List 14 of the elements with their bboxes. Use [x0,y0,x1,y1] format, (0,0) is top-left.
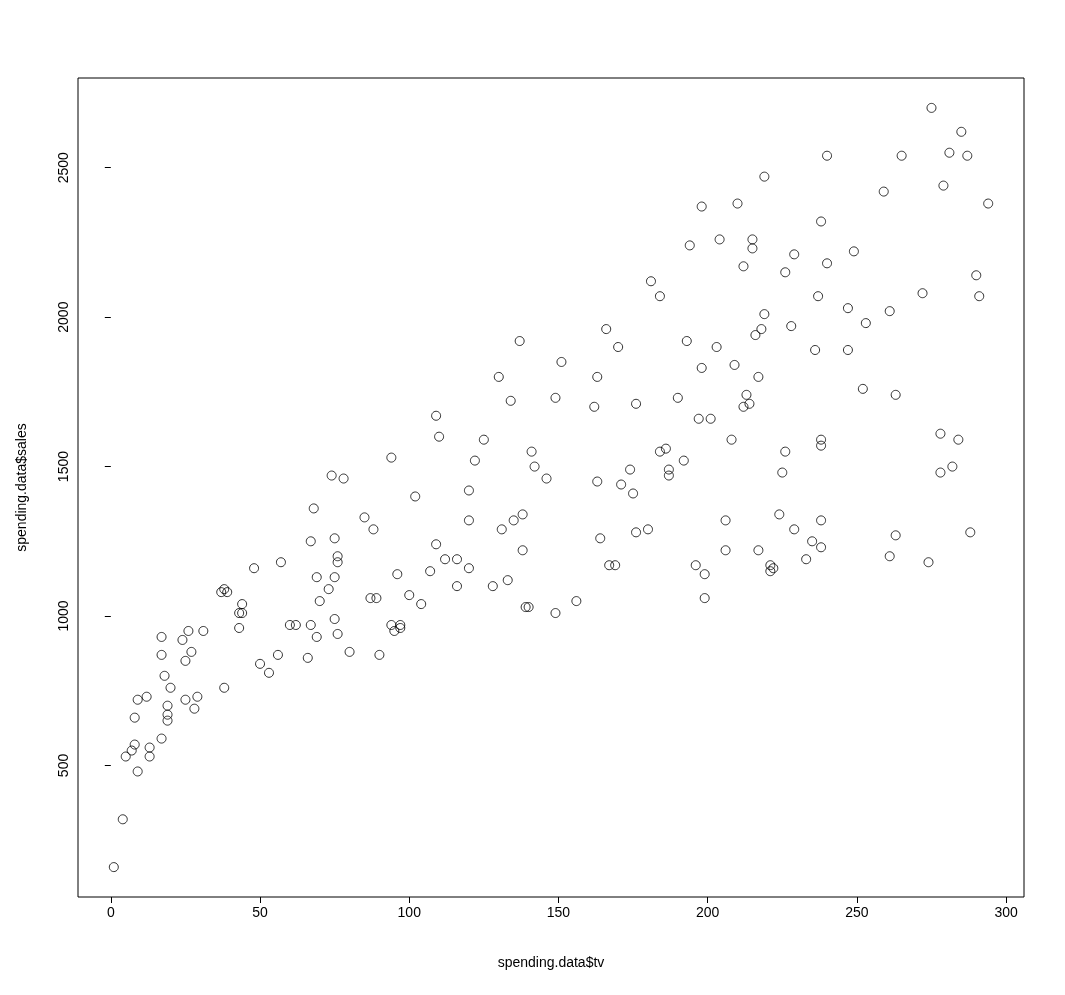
y-tick-label: 1500 [55,450,71,483]
y-axis-title: spending.data$sales [13,423,29,552]
x-axis-title: spending.data$tv [497,954,605,970]
x-tick-label: 250 [845,904,869,920]
y-tick-label: 2000 [55,301,71,333]
x-tick-label: 100 [397,904,422,920]
y-tick-label: 1000 [55,600,71,632]
x-tick-label: 200 [695,904,720,920]
x-tick-label: 50 [252,904,269,920]
x-tick-label: 300 [994,904,1018,920]
y-tick-label: 500 [55,753,71,778]
x-tick-label: 0 [106,904,115,920]
y-tick-label: 2500 [55,151,71,184]
x-tick-label: 150 [546,904,571,920]
